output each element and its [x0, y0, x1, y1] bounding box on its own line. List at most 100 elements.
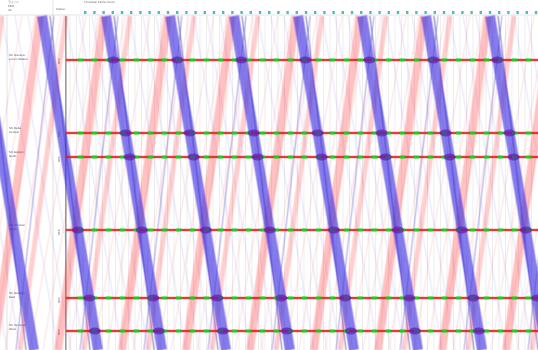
crossing-node: [439, 129, 452, 137]
down-train-path: [221, 15, 279, 350]
platform-dwell-marker: [316, 329, 321, 333]
time-tick-marker: [488, 11, 492, 14]
platform-dwell-marker: [78, 329, 83, 333]
platform-dwell-marker: [134, 131, 139, 135]
crossing-node: [339, 294, 352, 302]
crossing-node: [315, 153, 328, 161]
platform-dwell-marker: [330, 296, 335, 300]
crossing-node: [235, 56, 248, 64]
platform-dwell-marker: [190, 58, 195, 62]
platform-dwell-marker: [344, 131, 349, 135]
crossing-node: [216, 327, 229, 335]
crossing-node: [327, 226, 340, 234]
platform-dwell-marker: [414, 155, 419, 159]
platform-dwell-marker: [162, 155, 167, 159]
time-tick-marker: [424, 11, 427, 14]
platform-dwell-marker: [176, 131, 181, 135]
platform-dwell-marker: [526, 58, 531, 62]
crossing-node: [147, 294, 160, 302]
platform-dwell-marker: [456, 329, 461, 333]
platform-dwell-marker: [134, 155, 139, 159]
time-tick-marker: [185, 11, 188, 14]
platform-dwell-marker: [358, 58, 363, 62]
crossing-node: [247, 129, 260, 137]
time-tick-marker: [332, 11, 335, 14]
crossing-node: [135, 226, 148, 234]
time-tick-marker: [120, 11, 124, 14]
time-tick-marker: [387, 11, 390, 14]
time-tick-marker: [111, 11, 114, 14]
platform-dwell-marker: [78, 131, 83, 135]
station-label-1[interactable]: SC Gamma Lorem Station: [9, 53, 28, 61]
platform-dwell-marker: [484, 228, 489, 232]
platform-dwell-marker: [78, 296, 83, 300]
platform-dwell-marker: [288, 296, 293, 300]
crossing-node: [251, 153, 264, 161]
platform-dwell-marker: [400, 296, 405, 300]
platform-dwell-marker: [288, 155, 293, 159]
crossing-node: [299, 56, 312, 64]
platform-dwell-marker: [484, 155, 489, 159]
platform-dwell-marker: [526, 155, 531, 159]
platform-dwell-marker: [428, 329, 433, 333]
platform-dwell-marker: [428, 228, 433, 232]
platform-dwell-marker: [232, 58, 237, 62]
time-tick-marker: [249, 11, 252, 14]
up-train-band: [293, 15, 359, 350]
platform-dwell-marker: [78, 58, 83, 62]
platform-dwell-marker: [498, 228, 503, 232]
platform-dwell-marker: [358, 228, 363, 232]
time-tick-marker: [433, 11, 436, 14]
time-tick-marker: [452, 11, 455, 14]
platform-dwell-marker: [316, 296, 321, 300]
platform-dwell-marker: [246, 155, 251, 159]
platform-dwell-marker: [176, 329, 181, 333]
crossing-node: [152, 327, 165, 335]
platform-dwell-marker: [232, 155, 237, 159]
platform-dwell-marker: [78, 155, 83, 159]
platform-dwell-marker: [92, 58, 97, 62]
platform-dwell-marker: [134, 58, 139, 62]
platform-dwell-marker: [442, 228, 447, 232]
platform-dwell-marker: [428, 296, 433, 300]
crossing-node: [311, 129, 324, 137]
header-legend-text: Timetable Plotter Zoom: [84, 0, 116, 4]
crossing-node: [507, 153, 520, 161]
platform-dwell-marker: [120, 329, 125, 333]
down-train-band: [502, 88, 538, 350]
up-train-band: [357, 15, 423, 350]
platform-dwell-marker: [218, 131, 223, 135]
down-train-path: [93, 15, 151, 350]
platform-dwell-marker: [204, 329, 209, 333]
platform-dwell-marker: [414, 58, 419, 62]
platform-dwell-marker: [484, 58, 489, 62]
platform-dwell-marker: [484, 329, 489, 333]
platform-dwell-marker: [456, 131, 461, 135]
up-train-path: [257, 15, 315, 350]
platform-dwell-marker: [162, 228, 167, 232]
crossing-node: [491, 56, 504, 64]
platform-dwell-marker: [512, 228, 517, 232]
platform-dwell-marker: [176, 296, 181, 300]
up-train-path: [219, 15, 277, 350]
platform-dwell-marker: [204, 131, 209, 135]
platform-dwell-marker: [344, 58, 349, 62]
station-label-6[interactable]: SC Terminal West: [9, 323, 26, 331]
platform-dwell-marker: [302, 155, 307, 159]
platform-dwell-marker: [190, 329, 195, 333]
up-train-path: [129, 15, 187, 350]
station-label-2[interactable]: SC Delta Central: [9, 126, 22, 134]
time-tick-marker: [130, 11, 133, 14]
platform-dwell-marker: [106, 228, 111, 232]
up-train-path: [411, 15, 469, 350]
crossing-node: [391, 226, 404, 234]
up-train-path: [65, 15, 123, 350]
crossing-node: [344, 327, 357, 335]
platform-dwell-marker: [512, 296, 517, 300]
down-train-band: [54, 15, 108, 350]
platform-dwell-marker: [246, 228, 251, 232]
crossing-node: [123, 153, 136, 161]
time-tick-marker: [479, 11, 482, 14]
platform-dwell-marker: [274, 155, 279, 159]
